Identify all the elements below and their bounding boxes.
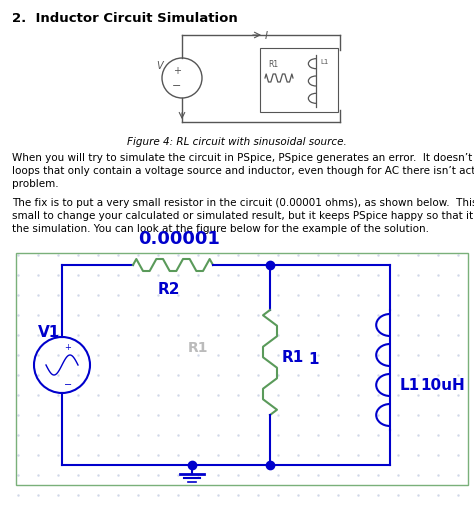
Text: +: +: [173, 66, 181, 76]
Text: R1: R1: [268, 60, 278, 69]
Text: I: I: [265, 31, 268, 41]
Bar: [260, 48, 338, 112]
Bar: [16, 253, 468, 485]
Text: 0.00001: 0.00001: [138, 230, 220, 248]
Text: 10uH: 10uH: [420, 377, 465, 393]
Text: +: +: [64, 342, 72, 352]
Text: R1: R1: [282, 351, 304, 365]
Text: R2: R2: [158, 282, 181, 297]
Text: L1: L1: [400, 377, 420, 393]
Text: L1: L1: [320, 59, 328, 65]
Text: 2.  Inductor Circuit Simulation: 2. Inductor Circuit Simulation: [12, 12, 238, 25]
Text: 1: 1: [308, 353, 319, 367]
Text: V: V: [157, 61, 164, 71]
Text: −: −: [173, 81, 182, 91]
Text: V1: V1: [38, 325, 60, 340]
Text: Figure 4: RL circuit with sinusoidal source.: Figure 4: RL circuit with sinusoidal sou…: [127, 137, 347, 147]
Text: −: −: [64, 380, 72, 390]
Text: The fix is to put a very small resistor in the circuit (0.00001 ohms), as shown : The fix is to put a very small resistor …: [12, 198, 474, 234]
Text: R1: R1: [188, 341, 209, 355]
Text: When you will try to simulate the circuit in PSpice, PSpice generates an error. : When you will try to simulate the circui…: [12, 153, 474, 189]
